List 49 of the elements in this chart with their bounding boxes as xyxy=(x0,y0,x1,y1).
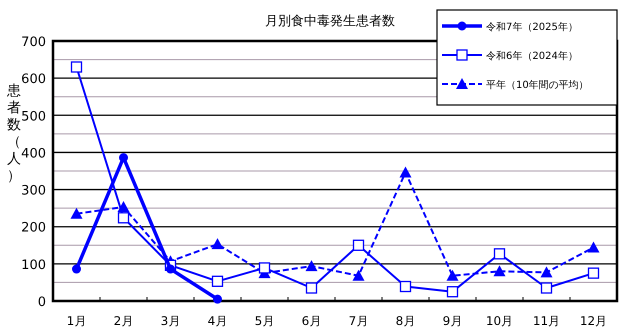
point xyxy=(119,153,128,162)
point xyxy=(258,262,270,274)
point xyxy=(494,265,506,276)
point xyxy=(352,270,364,281)
point xyxy=(588,242,600,253)
y-tick-label: 100 xyxy=(21,258,46,273)
point xyxy=(352,240,364,251)
x-tick-label: 9月 xyxy=(442,314,462,328)
point xyxy=(70,61,82,73)
point xyxy=(118,212,130,224)
legend-label: 平年（10年間の平均） xyxy=(486,79,589,91)
point xyxy=(400,280,412,292)
point xyxy=(306,260,318,272)
point xyxy=(166,264,175,274)
point xyxy=(212,276,224,287)
chart-title: 月別食中毒発生患者数 xyxy=(265,14,395,29)
x-tick-label: 7月 xyxy=(348,314,368,328)
x-tick-label: 1月 xyxy=(66,314,86,328)
x-tick-label: 2月 xyxy=(114,314,134,328)
point xyxy=(212,238,224,250)
x-tick-label: 10月 xyxy=(486,314,514,328)
x-tick-label: 11月 xyxy=(532,314,560,328)
point xyxy=(540,282,552,294)
point xyxy=(446,270,458,281)
x-tick-label: 6月 xyxy=(302,314,322,328)
legend-label: 令和6年（2024年） xyxy=(486,50,578,62)
x-tick-label: 8月 xyxy=(396,314,416,328)
point xyxy=(400,166,412,178)
x-tick-label: 12月 xyxy=(580,314,608,328)
point xyxy=(70,208,82,219)
y-tick-label: 700 xyxy=(21,35,46,50)
point xyxy=(494,248,506,260)
point xyxy=(540,266,552,278)
x-tick-label: 4月 xyxy=(208,314,228,328)
point xyxy=(446,286,458,298)
y-tick-label: 500 xyxy=(21,109,46,124)
y-tick-label: 200 xyxy=(21,220,46,236)
legend-label: 令和7年（2025年） xyxy=(486,21,578,33)
y-axis-title: 患者数（人） xyxy=(6,83,21,184)
point xyxy=(72,264,81,274)
y-tick-label: 600 xyxy=(21,72,46,88)
point xyxy=(213,294,222,304)
y-tick-label: 400 xyxy=(21,146,46,162)
y-tick-label: 0 xyxy=(38,295,46,310)
x-tick-label: 5月 xyxy=(254,314,274,328)
point xyxy=(306,282,318,294)
y-tick-label: 300 xyxy=(21,184,46,199)
point xyxy=(588,267,600,279)
x-tick-label: 3月 xyxy=(160,314,180,328)
